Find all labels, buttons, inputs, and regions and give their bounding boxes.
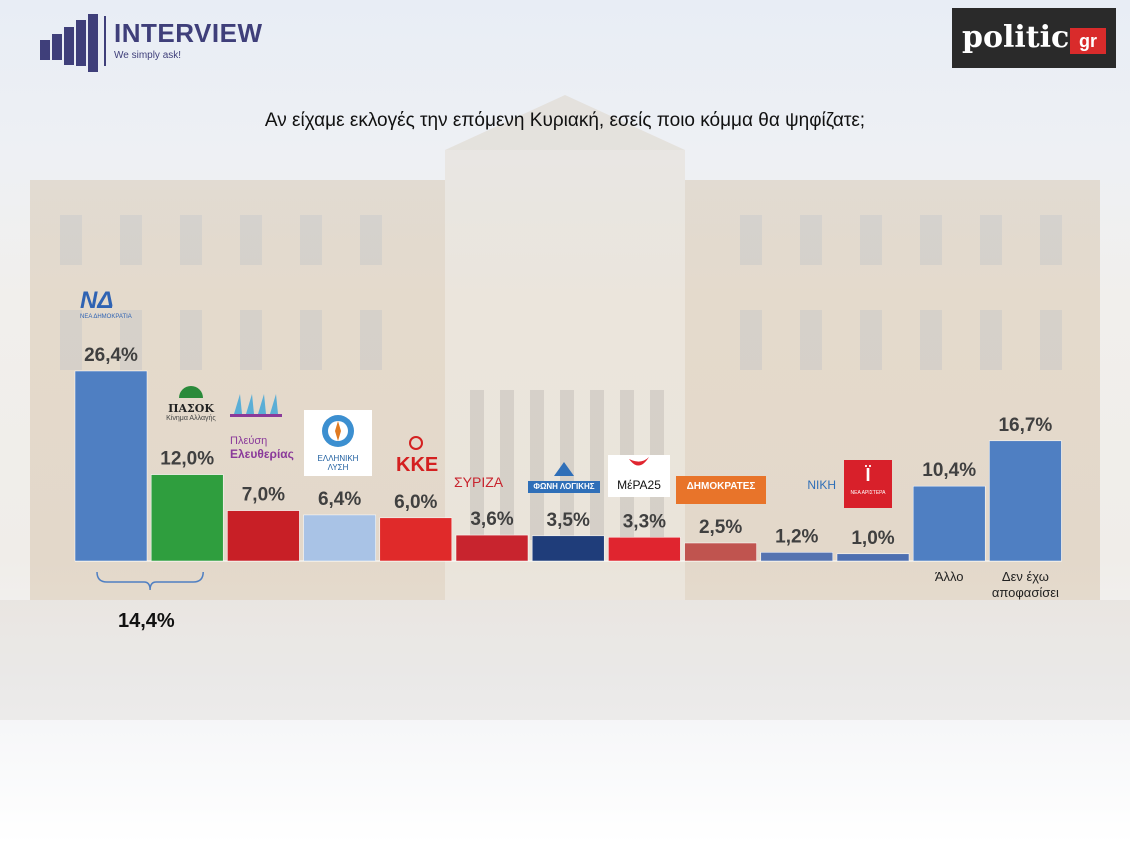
pasok-sun-icon [179, 386, 203, 398]
pasok-logo-sub: Κίνημα Αλλαγής [166, 415, 216, 422]
nd-pasok-bracket [96, 571, 204, 591]
bar-value-label-8: 2,5% [699, 517, 742, 538]
syriza-logo: ΣΥΡΙΖΑ [454, 474, 516, 496]
bar-10 [836, 553, 910, 562]
plefsi-logo: Πλεύση Ελευθερίας [230, 392, 304, 470]
bar-1 [150, 474, 224, 562]
bar-8 [684, 542, 757, 562]
mera25-logo: ΜέΡΑ25 [608, 455, 670, 497]
dimokrates-logo-word: ΔΗΜΟΚΡΑΤΕΣ [686, 481, 756, 492]
nea-aristera-logo: Ϊ ΝΕΑ ΑΡΙΣΤΕΡΑ [844, 460, 892, 508]
bar-9 [760, 552, 834, 562]
nd-logo-mark: ΝΔ [80, 287, 114, 314]
category-label-11-line-0: Άλλο [935, 569, 964, 584]
compass-icon [322, 415, 354, 447]
mera25-logo-word: ΜέΡΑ25 [617, 478, 661, 492]
bar-4 [379, 517, 453, 562]
bar-value-label-2: 7,0% [242, 485, 285, 506]
kke-logo-word: ΚΚΕ [396, 454, 439, 476]
bar-5 [455, 534, 529, 562]
politic-logo-word: politic [962, 20, 1070, 55]
bar-value-label-5: 3,6% [470, 509, 513, 530]
nea-aristera-logo-word: ΝΕΑ ΑΡΙΣΤΕΡΑ [850, 490, 886, 496]
bar-12 [989, 440, 1062, 562]
elliniki-lysi-logo-word: ΕΛΛΗΝΙΚΗ ΛΥΣΗ [317, 454, 359, 472]
nd-logo: ΝΔ ΝΕΑ ΔΗΜΟΚΡΑΤΙΑ [80, 288, 142, 324]
bar-value-label-9: 1,2% [775, 526, 818, 547]
interview-logo-icon [40, 14, 98, 72]
bar-value-label-11: 10,4% [922, 460, 976, 481]
politic-logo: politic gr [952, 8, 1116, 68]
bar-value-label-3: 6,4% [318, 489, 361, 510]
plefsi-ships-icon [230, 394, 282, 417]
nd-pasok-combined-label: 14,4% [118, 610, 175, 632]
interview-brand-tagline: We simply ask! [114, 50, 182, 61]
bar-value-label-7: 3,3% [623, 511, 666, 532]
bar-11 [912, 485, 986, 562]
mera25-bird-icon [629, 457, 649, 466]
bar-value-label-10: 1,0% [851, 528, 894, 549]
interview-logo-divider [104, 16, 106, 66]
bar-0 [74, 370, 148, 562]
niki-logo-word: ΝΙΚΗ [807, 478, 836, 492]
niki-logo: ΝΙΚΗ [774, 478, 836, 500]
bar-value-label-4: 6,0% [394, 492, 437, 513]
dimokrates-logo: ΔΗΜΟΚΡΑΤΕΣ [676, 476, 766, 504]
bar-2 [227, 510, 300, 562]
foni-logikis-emblem-icon [554, 462, 574, 476]
kke-logo: ΚΚΕ [396, 436, 439, 478]
category-label-12-line-1: αποφασίσει [992, 585, 1059, 600]
bar-6 [531, 535, 605, 562]
foni-logikis-logo-word: ΦΩΝΗ ΛΟΓΙΚΗΣ [528, 481, 600, 493]
pasok-logo-word: ΠΑΣΟΚ [168, 402, 214, 415]
interview-brand-name: INTERVIEW [114, 18, 263, 48]
nd-logo-sub: ΝΕΑ ΔΗΜΟΚΡΑΤΙΑ [80, 314, 132, 320]
bar-value-label-1: 12,0% [160, 449, 214, 470]
syriza-logo-word: ΣΥΡΙΖΑ [454, 474, 504, 490]
poll-question-title: Αν είχαμε εκλογές την επόμενη Κυριακή, ε… [264, 110, 866, 131]
bar-value-label-0: 26,4% [84, 345, 138, 366]
bar-value-label-6: 3,5% [547, 510, 590, 531]
foni-logikis-logo: ΦΩΝΗ ΛΟΓΙΚΗΣ [528, 462, 600, 496]
hammer-sickle-icon [409, 436, 423, 450]
bar-7 [608, 537, 681, 562]
plefsi-logo-line1: Πλεύση [230, 435, 268, 447]
plefsi-logo-line2: Ελευθερίας [230, 447, 294, 461]
pasok-logo: ΠΑΣΟΚ Κίνημα Αλλαγής [160, 376, 222, 426]
category-label-12-line-0: Δεν έχω [1002, 569, 1049, 584]
politic-logo-gr: gr [1070, 28, 1106, 54]
bar-3 [303, 514, 376, 562]
bar-value-label-12: 16,7% [998, 415, 1052, 436]
elliniki-lysi-logo: ΕΛΛΗΝΙΚΗ ΛΥΣΗ [304, 410, 372, 476]
